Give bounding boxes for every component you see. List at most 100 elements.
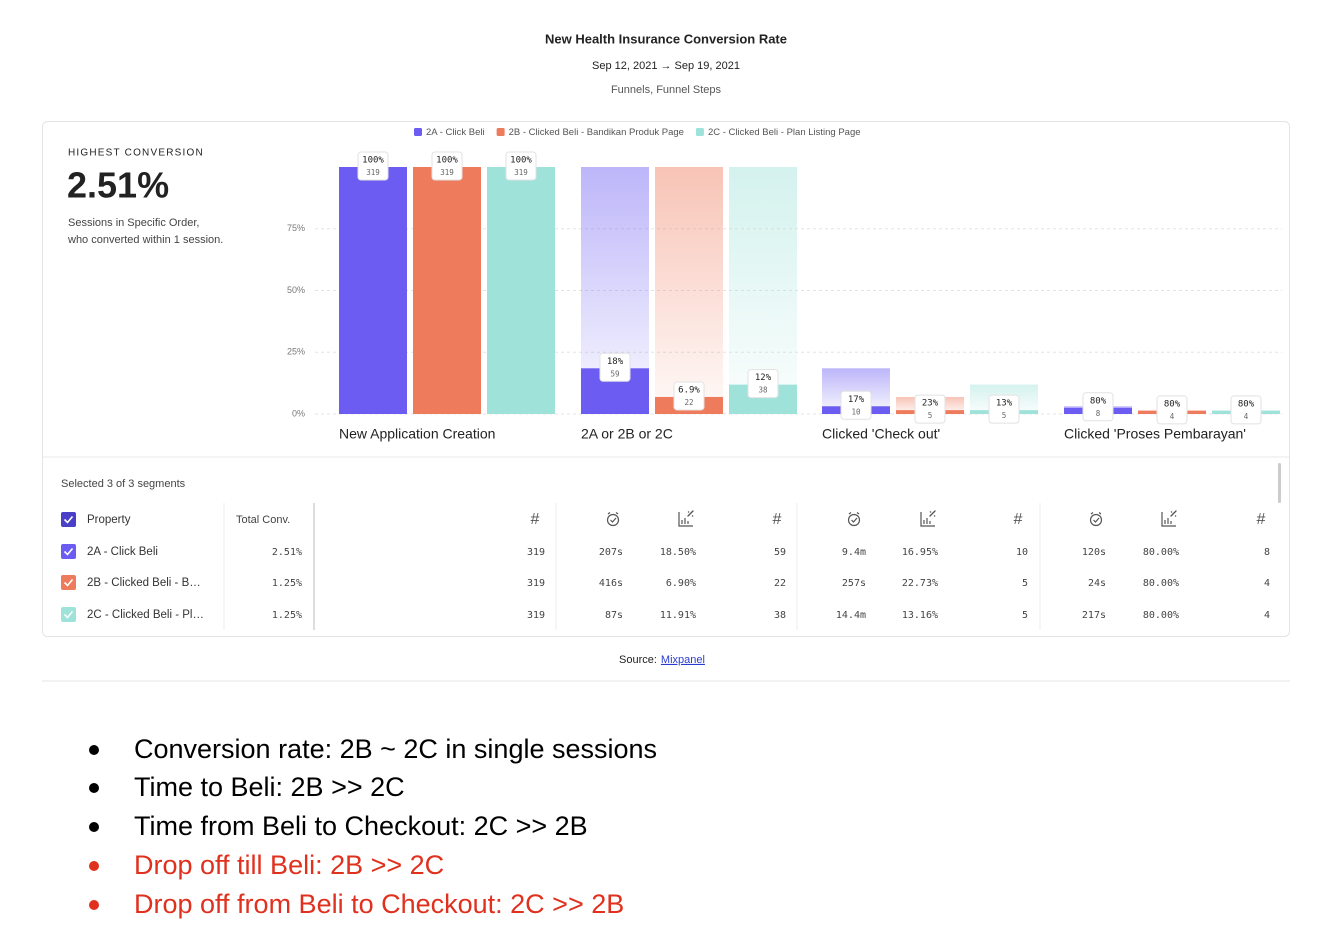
step-rate-label: 17% [848, 395, 865, 405]
table-cell: 24s [1088, 578, 1106, 589]
bullet [89, 900, 99, 910]
time-icon [1090, 512, 1102, 523]
summary-description: Sessions in Specific Order, [68, 217, 199, 229]
note: Drop off till Beli: 2B >> 2C [134, 850, 444, 880]
checkmark [63, 610, 74, 619]
step-rate-label: 100% [436, 156, 458, 166]
subtitle: Funnels, Funnel Steps [611, 84, 722, 96]
note: Time to Beli: 2B >> 2C [134, 772, 405, 802]
count-label: 319 [366, 168, 380, 177]
step-rate-label: 6.9% [678, 385, 700, 395]
ghost-bar [655, 167, 723, 414]
count-label: 22 [684, 398, 693, 407]
y-tick-label: 75% [287, 223, 305, 233]
table-cell: 18.50% [660, 547, 696, 558]
time-icon [1089, 513, 1103, 527]
summary-label: HIGHEST CONVERSION [68, 148, 204, 159]
property-name: 2A - Click Beli [87, 546, 158, 558]
legend-label: 2C - Clicked Beli - Plan Listing Page [708, 127, 861, 138]
legend-swatch [695, 128, 704, 136]
table-cell: 80.00% [1143, 547, 1179, 558]
count-label: 59 [610, 369, 619, 378]
property-name: 2C - Clicked Beli - Pl… [87, 609, 204, 621]
date-range: Sep 12, 2021 → Sep 19, 2021 [592, 60, 740, 72]
label-box [988, 394, 1020, 424]
table-cell: 319 [527, 610, 545, 621]
count-label: 5 [1002, 411, 1007, 420]
count-header: # [1014, 511, 1023, 528]
table-cell: 5 [1022, 610, 1028, 621]
conversion-icon [678, 512, 693, 527]
label-box [914, 394, 946, 424]
table-cell: 319 [527, 578, 545, 589]
table-cell: 38 [774, 610, 786, 621]
table-cell: 13.16% [902, 610, 938, 621]
step-rate-label: 18% [607, 357, 624, 367]
table-cell: 22 [774, 578, 786, 589]
note: Conversion rate: 2B ~ 2C in single sessi… [134, 734, 657, 764]
x-tick-label: New Application Creation [339, 426, 495, 442]
checkbox [61, 544, 76, 559]
x-tick-label: Clicked 'Check out' [822, 426, 940, 442]
y-tick-label: 50% [287, 285, 305, 295]
step-rate-label: 100% [510, 156, 532, 166]
table-caption: Selected 3 of 3 segments [61, 478, 186, 490]
table-cell: 207s [599, 547, 623, 558]
conversion-icon [1170, 510, 1177, 517]
table-cell: 22.73% [902, 578, 938, 589]
label-box [840, 390, 872, 420]
count-header: # [773, 511, 782, 528]
step-rate-label: 100% [362, 156, 384, 166]
legend-label: 2A - Click Beli [426, 127, 485, 138]
time-icon [607, 512, 619, 523]
time-icon [847, 513, 861, 527]
y-tick-label: 25% [287, 347, 305, 357]
count-header: # [531, 511, 540, 528]
legend-swatch [414, 128, 422, 136]
count-header: # [1257, 511, 1266, 528]
time-icon [848, 512, 860, 523]
table-cell: 6.90% [666, 578, 696, 589]
column-header: Property [87, 514, 131, 526]
table-cell: 80.00% [1143, 578, 1179, 589]
table-cell: 4 [1264, 578, 1270, 589]
y-tick-label: 0% [292, 408, 305, 418]
x-tick-label: 2A or 2B or 2C [581, 426, 673, 442]
conversion-icon [920, 512, 935, 527]
table-cell: 59 [774, 547, 786, 558]
property-name: 2B - Clicked Beli - B… [87, 577, 201, 589]
label-box [673, 381, 705, 411]
total-conversion: 2.51% [272, 547, 302, 558]
table-cell: 8 [1264, 547, 1270, 558]
chart-title: New Health Insurance Conversion Rate [545, 31, 787, 46]
label-box [1156, 395, 1188, 425]
count-label: 5 [928, 411, 933, 420]
table-cell: 10 [1016, 547, 1028, 558]
count-label: 8 [1096, 409, 1101, 418]
count-label: 319 [514, 168, 528, 177]
table-cell: 4 [1264, 610, 1270, 621]
label-box [599, 352, 631, 382]
table-cell: 416s [599, 578, 623, 589]
bar [413, 167, 481, 414]
note: Drop off from Beli to Checkout: 2C >> 2B [134, 889, 624, 919]
note: Time from Beli to Checkout: 2C >> 2B [134, 811, 588, 841]
table-cell: 9.4m [842, 547, 866, 558]
source-label: Source: [619, 654, 657, 666]
step-rate-label: 80% [1164, 399, 1181, 409]
total-conversion: 1.25% [272, 578, 302, 589]
column-header: Total Conv. [236, 514, 290, 526]
label-box [1230, 395, 1262, 425]
count-label: 38 [758, 386, 768, 395]
table-cell: 16.95% [902, 547, 938, 558]
legend-swatch [496, 128, 505, 136]
step-rate-label: 23% [922, 399, 939, 409]
source-link[interactable]: Mixpanel [661, 654, 705, 666]
count-label: 10 [851, 407, 861, 416]
table-cell: 120s [1082, 547, 1106, 558]
conversion-icon [929, 510, 936, 517]
step-rate-label: 80% [1090, 396, 1107, 406]
checkbox [61, 512, 76, 527]
bullet [89, 783, 99, 793]
